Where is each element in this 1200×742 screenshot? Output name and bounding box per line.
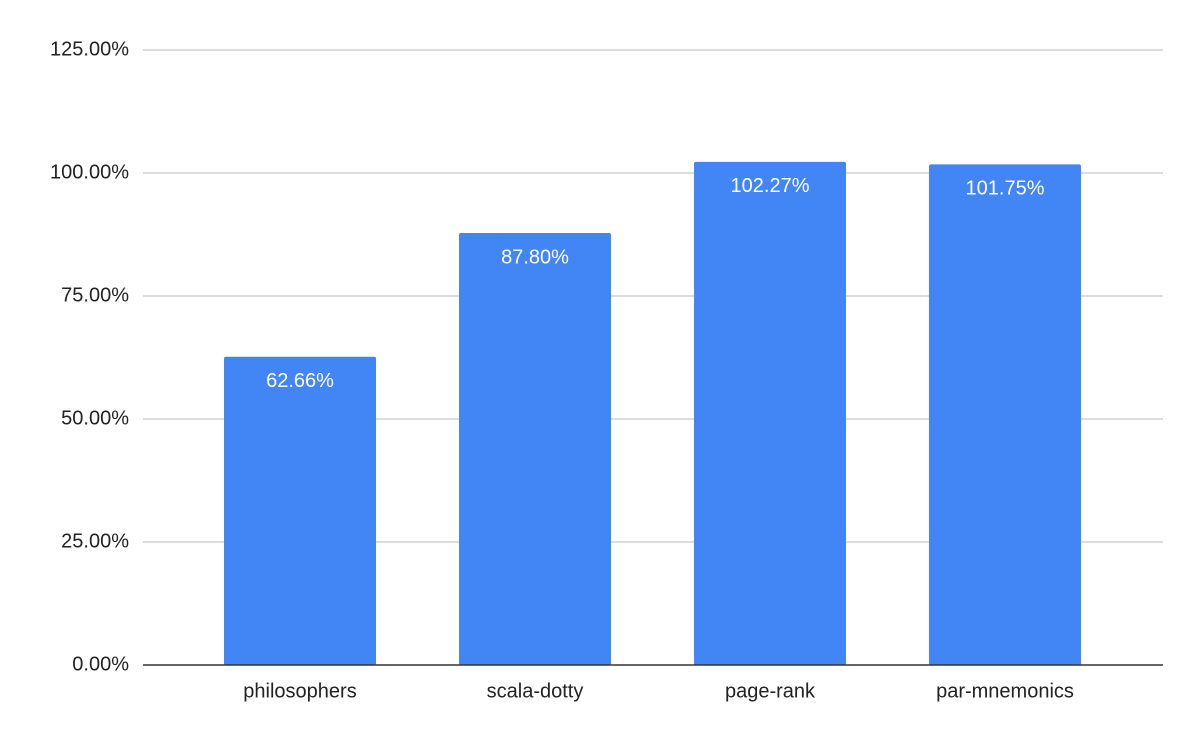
bar: [929, 164, 1081, 665]
y-tick-label: 100.00%: [50, 161, 129, 183]
data-label: 101.75%: [966, 178, 1045, 200]
bar: [694, 161, 846, 665]
y-tick-label: 0.00%: [72, 653, 129, 675]
y-tick-label: 25.00%: [61, 530, 129, 552]
data-label: 62.66%: [266, 370, 334, 392]
bar: [459, 233, 611, 666]
y-tick-label: 75.00%: [61, 284, 129, 306]
y-tick-label: 50.00%: [61, 407, 129, 429]
x-tick-label: page-rank: [725, 680, 816, 702]
x-tick-label: philosophers: [243, 680, 356, 702]
bar: [224, 356, 376, 665]
x-tick-label: scala-dotty: [487, 680, 584, 702]
data-label: 87.80%: [501, 246, 569, 268]
y-tick-label: 125.00%: [50, 38, 129, 60]
data-label: 102.27%: [731, 175, 810, 197]
x-tick-label: par-mnemonics: [936, 680, 1074, 702]
